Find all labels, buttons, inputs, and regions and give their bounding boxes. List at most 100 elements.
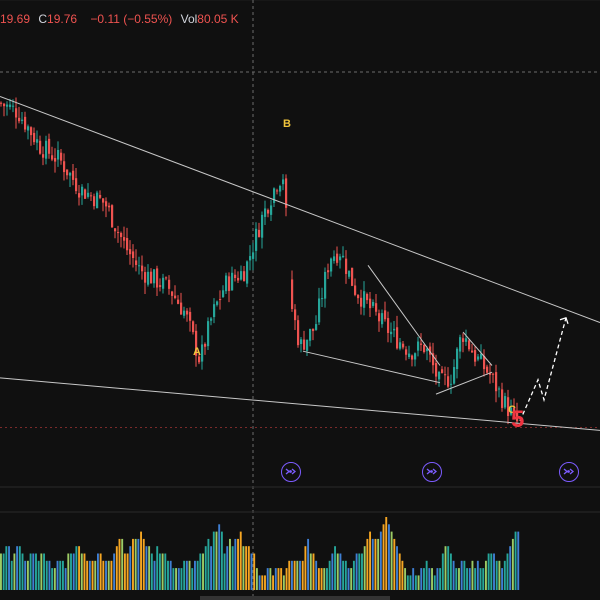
candle-body: [51, 155, 54, 160]
volume-bar: [474, 568, 477, 590]
replay-icon[interactable]: [422, 462, 442, 482]
trendlines[interactable]: [0, 95, 600, 431]
volume-bar: [455, 568, 458, 590]
volume-bar: [51, 568, 54, 590]
volume-bar: [140, 531, 142, 590]
volume-bar: [374, 538, 377, 590]
candle-body: [54, 158, 57, 162]
candle-body: [105, 201, 108, 207]
volume-bar: [361, 553, 363, 590]
scroll-handle[interactable]: [200, 596, 390, 600]
volume-bar: [471, 560, 474, 590]
candle-body: [444, 374, 447, 376]
volume-bar: [86, 560, 89, 590]
volume-bar: [315, 560, 318, 590]
candle-body: [255, 228, 258, 251]
volume-bar: [401, 560, 404, 590]
candle-body: [204, 343, 207, 347]
candle-body: [363, 291, 366, 308]
volume-bar: [91, 560, 94, 590]
trendline: [0, 95, 600, 324]
candle-body: [15, 108, 18, 118]
candle-body: [249, 256, 252, 261]
volume-bar: [29, 553, 32, 590]
candle-body: [99, 194, 102, 198]
volume-bar: [207, 538, 210, 590]
volume-bar: [352, 560, 355, 590]
candle-body: [354, 285, 357, 295]
candle-body: [429, 346, 432, 355]
volume-bar: [110, 560, 113, 590]
volume-bar: [390, 531, 393, 590]
volume-bar: [64, 568, 67, 590]
volume-bar: [48, 560, 51, 590]
volume-bar: [449, 553, 452, 590]
candle-body: [387, 318, 390, 333]
volume-bar: [511, 538, 514, 590]
volume-bar: [16, 546, 19, 590]
volume-bar: [431, 568, 433, 590]
candle-body: [24, 116, 27, 130]
volume-bar: [113, 553, 116, 590]
volume-bar: [96, 553, 99, 590]
volume-bar: [342, 560, 345, 590]
projection-path: [519, 317, 567, 422]
candle-body: [144, 272, 147, 283]
volume-bars: [0, 517, 520, 590]
volume-bar: [169, 560, 172, 590]
volume-bar: [199, 553, 202, 590]
candle-body: [69, 172, 72, 176]
replay-icon[interactable]: [559, 462, 579, 482]
volume-bar: [212, 531, 215, 590]
candle-body: [447, 376, 450, 387]
candle-body: [225, 275, 228, 292]
candle-body: [408, 353, 411, 358]
candle-body: [183, 310, 186, 316]
candle-body: [486, 366, 489, 373]
volume-bar: [75, 546, 78, 590]
volume-bar: [490, 553, 493, 590]
volume-bar: [142, 538, 145, 590]
candle-body: [483, 355, 486, 370]
candle-body: [195, 330, 198, 356]
volume-bar: [377, 538, 380, 590]
volume-bar: [80, 553, 83, 590]
candle-body: [102, 198, 105, 203]
candle-body: [339, 256, 342, 261]
volume-bar: [172, 568, 175, 590]
candle-body: [96, 192, 99, 209]
replay-icon[interactable]: [281, 462, 301, 482]
candle-body: [90, 195, 93, 197]
volume-bar: [290, 560, 293, 590]
candle-body: [261, 214, 264, 238]
candle-body: [309, 328, 312, 341]
candle-body: [30, 127, 33, 136]
candle-body: [297, 320, 300, 346]
candle-body: [0, 102, 3, 104]
volume-bar: [218, 524, 221, 590]
candle-body: [420, 343, 423, 345]
volume-bar: [53, 568, 56, 590]
candle-body: [6, 104, 9, 107]
trendline: [0, 377, 600, 431]
candle-body: [171, 291, 174, 296]
candle-body: [375, 303, 378, 312]
candle-body: [462, 338, 465, 342]
candle-body: [123, 237, 126, 241]
candle-body: [111, 205, 114, 228]
wave-label-a: A: [193, 346, 201, 358]
candle-body: [66, 169, 69, 176]
candle-body: [228, 276, 231, 291]
candle-body: [321, 298, 324, 300]
volume-bar: [404, 568, 407, 590]
close-label: C: [38, 12, 48, 26]
candle-body: [501, 389, 504, 408]
volume-bar: [2, 553, 5, 590]
volume-bar: [167, 560, 169, 590]
candle-body: [405, 349, 408, 355]
volume-bar: [150, 553, 153, 590]
candle-body: [186, 310, 189, 315]
volume-bar: [134, 538, 137, 590]
candle-body: [141, 265, 144, 272]
